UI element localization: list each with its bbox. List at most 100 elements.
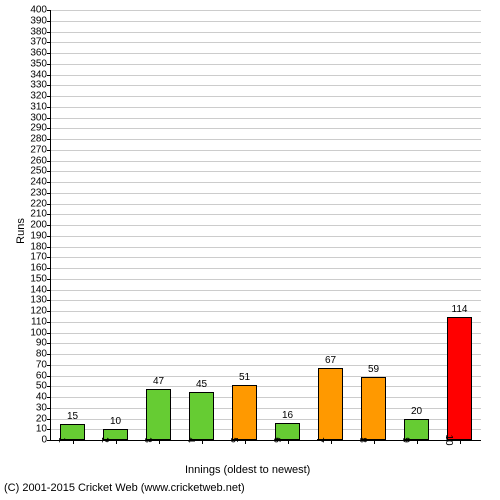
x-tick-label: 8 <box>357 437 374 443</box>
y-tick-label: 250 <box>30 166 51 177</box>
y-axis-title: Runs <box>15 218 27 244</box>
grid-line <box>51 53 481 54</box>
grid-line <box>51 257 481 258</box>
grid-line <box>51 365 481 366</box>
grid-line <box>51 193 481 194</box>
y-tick-label: 110 <box>31 316 51 327</box>
bar <box>318 368 344 440</box>
y-tick-label: 350 <box>30 58 51 69</box>
y-tick-label: 360 <box>30 48 51 59</box>
y-tick-label: 200 <box>30 220 51 231</box>
y-tick-label: 40 <box>36 392 51 403</box>
grid-line <box>51 64 481 65</box>
bar-value-label: 20 <box>411 406 422 417</box>
bar <box>447 317 473 440</box>
y-tick-label: 260 <box>30 155 51 166</box>
grid-line <box>51 75 481 76</box>
y-tick-label: 370 <box>30 37 51 48</box>
grid-line <box>51 182 481 183</box>
y-tick-label: 230 <box>30 187 51 198</box>
y-tick-label: 150 <box>30 273 51 284</box>
grid-line <box>51 343 481 344</box>
grid-line <box>51 311 481 312</box>
grid-line <box>51 42 481 43</box>
grid-line <box>51 236 481 237</box>
y-tick-label: 190 <box>30 230 51 241</box>
y-tick-label: 20 <box>36 413 51 424</box>
y-tick-label: 240 <box>30 177 51 188</box>
chart-container: 0102030405060708090100110120130140150160… <box>0 0 500 500</box>
bar <box>361 377 387 440</box>
grid-line <box>51 85 481 86</box>
grid-line <box>51 225 481 226</box>
grid-line <box>51 128 481 129</box>
grid-line <box>51 268 481 269</box>
copyright-text: (C) 2001-2015 Cricket Web (www.cricketwe… <box>4 482 245 494</box>
y-tick-label: 340 <box>30 69 51 80</box>
grid-line <box>51 376 481 377</box>
grid-line <box>51 150 481 151</box>
y-tick-label: 60 <box>36 370 51 381</box>
grid-line <box>51 290 481 291</box>
grid-line <box>51 107 481 108</box>
grid-line <box>51 21 481 22</box>
bar-value-label: 45 <box>196 379 207 390</box>
grid-line <box>51 32 481 33</box>
grid-line <box>51 118 481 119</box>
y-tick-label: 300 <box>30 112 51 123</box>
x-tick-label: 2 <box>99 437 116 443</box>
x-tick-label: 7 <box>314 437 331 443</box>
y-tick-label: 270 <box>30 144 51 155</box>
x-tick-label: 6 <box>271 437 288 443</box>
grid-line <box>51 96 481 97</box>
y-tick-label: 220 <box>30 198 51 209</box>
x-tick-label: 9 <box>400 437 417 443</box>
x-tick-label: 4 <box>185 437 202 443</box>
y-tick-label: 130 <box>30 295 51 306</box>
grid-line <box>51 171 481 172</box>
y-tick-label: 210 <box>30 209 51 220</box>
y-tick-label: 180 <box>30 241 51 252</box>
grid-line <box>51 397 481 398</box>
bar-value-label: 59 <box>368 364 379 375</box>
y-tick-label: 70 <box>36 359 51 370</box>
grid-line <box>51 300 481 301</box>
grid-line <box>51 161 481 162</box>
bar-value-label: 51 <box>239 372 250 383</box>
y-tick-label: 90 <box>36 338 51 349</box>
bar-value-label: 67 <box>325 355 336 366</box>
x-tick-label: 5 <box>228 437 245 443</box>
y-tick-label: 0 <box>41 435 51 446</box>
bar-value-label: 47 <box>153 376 164 387</box>
grid-line <box>51 214 481 215</box>
x-axis-title: Innings (oldest to newest) <box>185 464 310 476</box>
x-tick-label: 3 <box>142 437 159 443</box>
x-tick-label: 1 <box>56 437 73 443</box>
bar-value-label: 16 <box>282 410 293 421</box>
bar-value-label: 10 <box>110 416 121 427</box>
bar <box>232 385 258 440</box>
y-tick-label: 400 <box>30 5 51 16</box>
grid-line <box>51 204 481 205</box>
y-tick-label: 320 <box>30 91 51 102</box>
y-tick-label: 30 <box>36 402 51 413</box>
grid-line <box>51 279 481 280</box>
y-tick-label: 140 <box>30 284 51 295</box>
grid-line <box>51 139 481 140</box>
grid-line <box>51 10 481 11</box>
y-tick-label: 100 <box>30 327 51 338</box>
y-tick-label: 290 <box>30 123 51 134</box>
y-tick-label: 380 <box>30 26 51 37</box>
y-tick-label: 120 <box>30 306 51 317</box>
y-tick-label: 170 <box>30 252 51 263</box>
grid-line <box>51 333 481 334</box>
plot-area: 0102030405060708090100110120130140150160… <box>50 10 481 441</box>
grid-line <box>51 354 481 355</box>
y-tick-label: 310 <box>30 101 51 112</box>
y-tick-label: 390 <box>30 15 51 26</box>
grid-line <box>51 247 481 248</box>
y-tick-label: 50 <box>36 381 51 392</box>
y-tick-label: 10 <box>36 424 51 435</box>
bar <box>146 389 172 440</box>
bar-value-label: 114 <box>452 304 468 315</box>
